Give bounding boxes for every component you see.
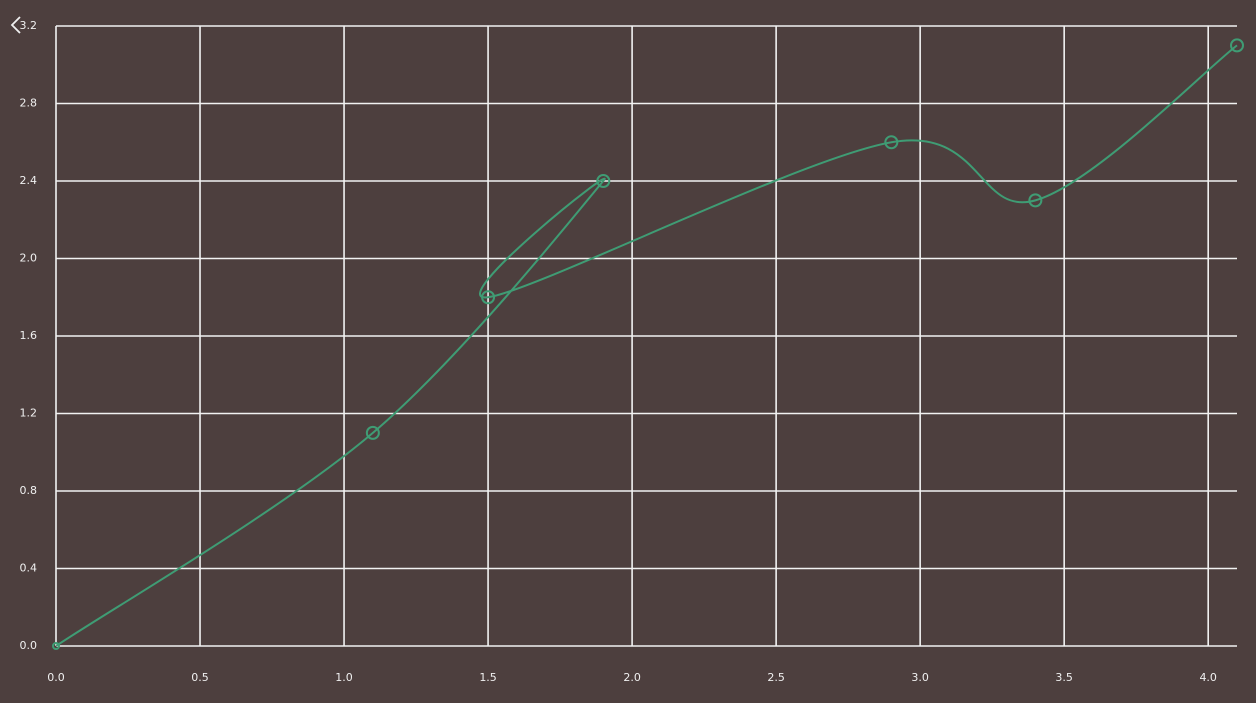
point — [1230, 38, 1244, 53]
x-tick-label: 3.0 — [911, 671, 929, 684]
y-tick-label: 2.4 — [20, 174, 38, 187]
x-tick-label: 1.0 — [335, 671, 353, 684]
y-tick-label: 1.6 — [20, 329, 38, 342]
y-tick-label: 3.2 — [20, 19, 38, 32]
x-tick-label: 0.0 — [47, 671, 65, 684]
point — [365, 425, 380, 440]
back-button[interactable] — [10, 16, 21, 34]
x-tick-label: 3.5 — [1055, 671, 1073, 684]
y-tick-label: 2.8 — [20, 97, 38, 110]
x-tick-label: 0.5 — [191, 671, 209, 684]
point — [481, 290, 496, 305]
point — [1028, 193, 1043, 208]
x-tick-label: 2.0 — [623, 671, 641, 684]
y-tick-label: 0.0 — [20, 639, 38, 652]
x-tick-label: 2.5 — [767, 671, 785, 684]
y-tick-label: 2.0 — [20, 252, 38, 265]
y-tick-label: 0.4 — [20, 562, 38, 575]
x-tick-label: 4.0 — [1199, 671, 1217, 684]
point — [596, 174, 611, 188]
point — [884, 135, 899, 150]
y-tick-label: 0.8 — [20, 484, 38, 497]
x-tick-label: 1.5 — [479, 671, 497, 684]
y-tick-label: 1.2 — [20, 407, 38, 420]
point — [52, 642, 60, 650]
